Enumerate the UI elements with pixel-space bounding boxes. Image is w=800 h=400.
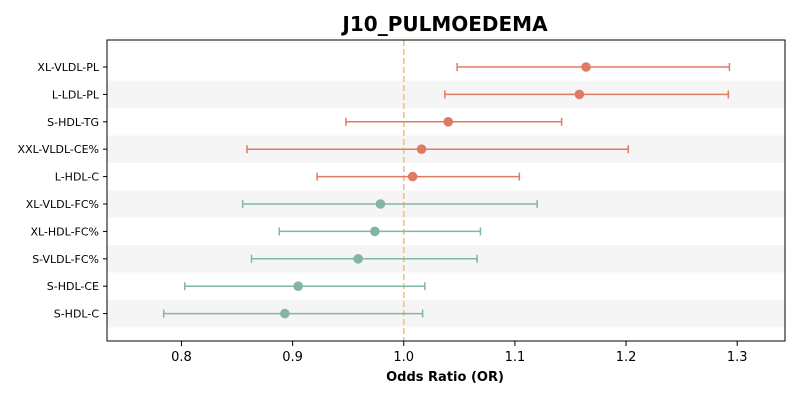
chart-title: J10_PULMOEDEMA: [340, 12, 548, 36]
x-tick-label: 1.3: [727, 350, 748, 365]
forest-row: [241, 199, 538, 209]
x-tick-label: 0.9: [282, 350, 303, 365]
data-rows: [162, 62, 731, 319]
or-point: [370, 226, 380, 237]
forest-row: [184, 281, 426, 292]
forest-row: [250, 253, 478, 264]
or-point: [574, 89, 585, 100]
or-point: [581, 62, 591, 72]
y-tick-label: S-HDL-TG: [47, 116, 99, 129]
x-tick-label: 1.1: [505, 350, 526, 365]
x-tick-label: 0.8: [171, 350, 192, 365]
or-point: [280, 308, 290, 319]
forest-row: [444, 89, 730, 100]
x-tick-label: 1.0: [393, 350, 414, 365]
y-tick-label: XL-HDL-FC%: [30, 225, 99, 238]
y-tick-label: S-HDL-C: [54, 308, 100, 321]
forest-row: [456, 62, 731, 72]
y-tick-label: XL-VLDL-PL: [37, 61, 99, 74]
x-axis: 0.8 0.9 1.0 1.1 1.2 1.3: [171, 341, 748, 365]
y-tick-label: S-HDL-CE: [47, 280, 99, 293]
y-tick-label: L-HDL-C: [55, 171, 100, 184]
y-axis: XL-VLDL-PL L-LDL-PL S-HDL-TG XXL-VLDL-CE% L-…: [18, 61, 107, 321]
forest-row: [316, 171, 521, 182]
or-point: [375, 199, 386, 209]
plot-frame: [106, 39, 786, 342]
or-point: [353, 253, 363, 264]
y-tick-label: XL-VLDL-FC%: [26, 198, 99, 211]
or-point: [293, 281, 303, 292]
or-point: [416, 144, 427, 154]
forest-row: [345, 117, 563, 127]
forest-row: [278, 226, 482, 237]
y-tick-label: L-LDL-PL: [52, 88, 100, 101]
or-point: [407, 171, 418, 182]
or-point: [443, 117, 454, 127]
forest-row: [246, 144, 630, 154]
x-axis-label: Odds Ratio (OR): [386, 370, 504, 385]
x-tick-label: 1.2: [616, 350, 637, 365]
y-tick-label: S-VLDL-FC%: [32, 253, 99, 266]
y-tick-label: XXL-VLDL-CE%: [18, 143, 99, 156]
forest-row: [162, 308, 424, 319]
